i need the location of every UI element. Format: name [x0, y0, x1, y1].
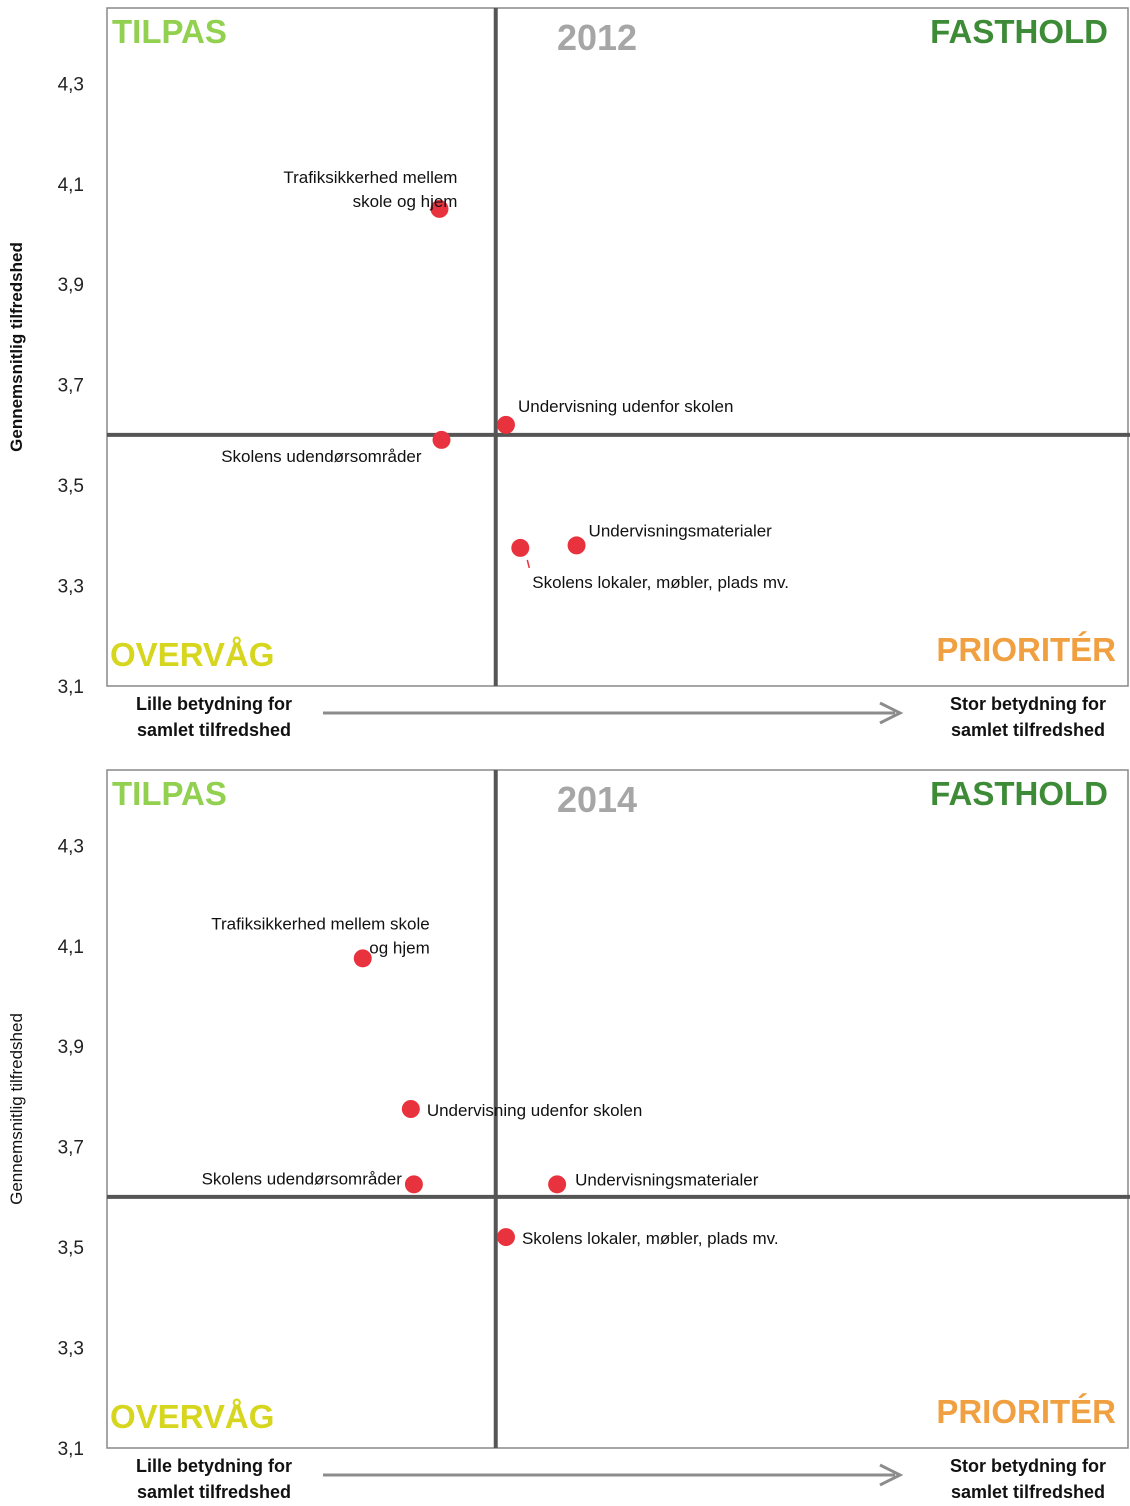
data-point-label: skole og hjem: [353, 192, 458, 211]
y-tick-label: 4,3: [58, 836, 84, 857]
data-point-label: Skolens udendørsområder: [202, 1169, 403, 1188]
label-leader-line: [527, 560, 529, 568]
data-point-label: Undervisning udenfor skolen: [427, 1101, 642, 1120]
chart-title: 2014: [557, 779, 637, 820]
quadrant-label-fasthold: FASTHOLD: [930, 775, 1108, 812]
y-tick-label: 4,3: [58, 74, 84, 95]
data-point: [497, 1228, 515, 1246]
chart-title: 2012: [557, 17, 637, 58]
quadrant-label-overvaag: OVERVÅG: [110, 1398, 274, 1435]
data-point-label: Skolens lokaler, møbler, plads mv.: [532, 573, 789, 592]
chart-panel-2012: 3,1 3,3 3,5 3,7 3,9 4,1 4,3 Gennemsnitlig tilfr…: [7, 8, 1130, 740]
y-tick-label: 3,3: [58, 1339, 84, 1360]
y-tick-label: 3,7: [58, 376, 84, 397]
y-tick-label: 3,9: [58, 275, 84, 296]
data-point-label: Skolens lokaler, møbler, plads mv.: [522, 1229, 779, 1248]
data-point: [402, 1100, 420, 1118]
y-tick-label: 3,3: [58, 577, 84, 598]
y-tick-label: 3,5: [58, 1238, 84, 1259]
x-axis-note-right: Stor betydning for: [950, 694, 1106, 714]
y-tick-label: 4,1: [58, 937, 84, 958]
data-point: [433, 431, 451, 449]
quadrant-label-tilpas: TILPAS: [112, 775, 227, 812]
quadrant-label-prioriter: PRIORITÉR: [936, 631, 1116, 668]
quadrant-label-overvaag: OVERVÅG: [110, 636, 274, 673]
x-axis-note-left: Lille betydning for: [136, 694, 292, 714]
data-point-label: og hjem: [369, 938, 429, 957]
data-point-label: Undervisningsmaterialer: [589, 521, 773, 540]
data-point: [497, 416, 515, 434]
data-point: [548, 1175, 566, 1193]
y-tick-label: 3,7: [58, 1138, 84, 1159]
y-tick-label: 3,1: [58, 1439, 84, 1460]
data-point-label: Undervisningsmaterialer: [575, 1170, 759, 1189]
data-point-label: Undervisning udenfor skolen: [518, 397, 733, 416]
data-point-label: Trafiksikkerhed mellem: [283, 168, 457, 187]
y-tick-label: 4,1: [58, 175, 84, 196]
x-axis-note-left: samlet tilfredshed: [137, 1482, 291, 1502]
y-tick-label: 3,9: [58, 1037, 84, 1058]
x-axis-note-left: samlet tilfredshed: [137, 720, 291, 740]
data-point: [511, 539, 529, 557]
chart-panel-2014: 3,1 3,3 3,5 3,7 3,9 4,1 4,3 Gennemsnitlig tilfr…: [7, 770, 1130, 1502]
x-axis-note-right: samlet tilfredshed: [951, 720, 1105, 740]
quadrant-label-fasthold: FASTHOLD: [930, 13, 1108, 50]
y-tick-label: 3,1: [58, 677, 84, 698]
x-axis-note-left: Lille betydning for: [136, 1456, 292, 1476]
y-axis-label: Gennemsnitlig tilfredshed: [7, 1013, 26, 1205]
x-axis-note-right: Stor betydning for: [950, 1456, 1106, 1476]
data-point-label: Trafiksikkerhed mellem skole: [211, 914, 430, 933]
quadrant-label-prioriter: PRIORITÉR: [936, 1393, 1116, 1430]
y-tick-label: 3,5: [58, 476, 84, 497]
data-point-label: Skolens udendørsområder: [221, 447, 422, 466]
y-axis-label: Gennemsnitlig tilfredshed: [7, 242, 26, 452]
quadrant-label-tilpas: TILPAS: [112, 13, 227, 50]
x-axis-note-right: samlet tilfredshed: [951, 1482, 1105, 1502]
data-point: [568, 536, 586, 554]
data-point: [405, 1175, 423, 1193]
